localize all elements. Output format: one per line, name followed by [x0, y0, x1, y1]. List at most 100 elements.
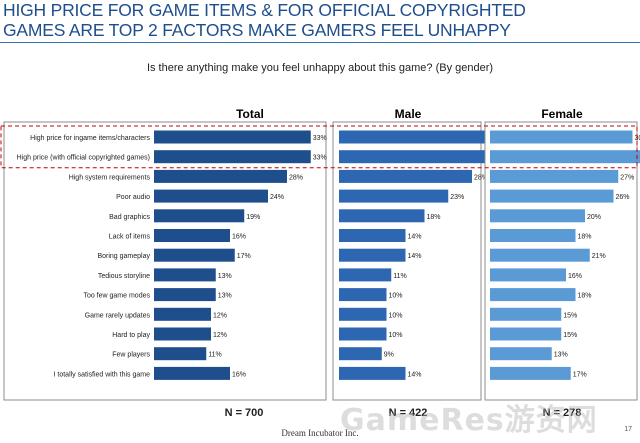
male-bar: [339, 347, 382, 361]
category-label: Hard to play: [112, 332, 150, 339]
female-value-label: 21%: [592, 253, 606, 260]
female-value-label: 17%: [573, 371, 587, 378]
female-value-label: 18%: [578, 234, 592, 241]
male-value-label: 14%: [408, 234, 422, 241]
total-bar: [154, 248, 235, 262]
female-bar: [490, 288, 576, 302]
total-sample-size: N = 700: [225, 407, 264, 419]
male-value-label: 23%: [450, 194, 464, 201]
female-bar: [490, 229, 576, 242]
total-value-label: 33%: [313, 155, 327, 162]
total-bar: [154, 288, 216, 302]
female-panel-title: Female: [541, 107, 583, 121]
female-bar: [490, 209, 585, 223]
male-bar: [339, 130, 510, 144]
category-label: High price for ingame items/characters: [30, 135, 150, 142]
category-label: High system requirements: [69, 174, 151, 181]
male-bar: [339, 189, 449, 203]
total-bar: [154, 209, 245, 223]
category-label: High price (with official copyrighted ga…: [17, 155, 150, 162]
total-value-label: 13%: [218, 273, 232, 280]
total-value-label: 12%: [213, 332, 227, 339]
total-bar: [154, 307, 211, 321]
category-label: Tedious storyline: [98, 273, 150, 280]
male-sample-size: N = 422: [389, 407, 428, 419]
total-bar: [154, 347, 207, 361]
total-bar: [154, 169, 287, 183]
female-value-label: 20%: [587, 214, 601, 221]
total-value-label: 17%: [237, 253, 251, 260]
total-bar: [154, 189, 268, 203]
female-sample-size: N = 278: [543, 407, 582, 419]
category-label: Few players: [112, 352, 150, 359]
survey-question: Is there anything make you feel unhappy …: [146, 62, 494, 74]
male-bar: [339, 150, 491, 164]
female-value-label: 15%: [563, 332, 577, 339]
total-value-label: 11%: [208, 352, 222, 359]
female-value-label: 26%: [616, 194, 630, 201]
total-panel-title: Total: [236, 107, 264, 121]
company-name: Dream Incubator Inc.: [281, 428, 359, 438]
male-value-label: 9%: [384, 352, 394, 359]
category-label: Game rarely updates: [85, 312, 151, 319]
total-bar: [154, 150, 311, 164]
male-bar: [339, 169, 472, 183]
total-value-label: 19%: [246, 214, 260, 221]
total-value-label: 16%: [232, 371, 246, 378]
female-bar: [490, 327, 562, 341]
male-value-label: 11%: [393, 273, 407, 280]
gender-bar-chart: Total 33% High price for ingame items/char…: [0, 107, 640, 419]
slide-title-line-2: GAMES ARE TOP 2 FACTORS MAKE GAMERS FEEL…: [3, 20, 511, 40]
male-value-label: 10%: [389, 332, 403, 339]
total-value-label: 28%: [289, 174, 303, 181]
female-bar: [490, 307, 562, 321]
female-bar: [490, 169, 619, 183]
male-value-label: 10%: [389, 312, 403, 319]
watermark: GameRes游资网: [340, 403, 598, 438]
category-label: I totally satisfied with this game: [54, 371, 151, 378]
female-bar: [490, 347, 552, 361]
male-value-label: 10%: [389, 293, 403, 300]
total-bar: [154, 268, 216, 282]
male-value-label: 14%: [408, 253, 422, 260]
female-bar: [490, 189, 614, 203]
total-bar: [154, 130, 311, 144]
category-label: Bad graphics: [109, 214, 150, 221]
highlight-box: [0, 125, 638, 169]
female-value-label: 15%: [563, 312, 577, 319]
male-bar: [339, 268, 392, 282]
male-value-label: 28%: [474, 174, 488, 181]
title-divider: [0, 42, 640, 43]
male-bar: [339, 327, 387, 341]
total-bar: [154, 229, 230, 242]
total-bar: [154, 366, 230, 380]
male-bar: [339, 229, 406, 242]
category-label: Lack of items: [109, 234, 151, 241]
slide-title-line-1: HIGH PRICE FOR GAME ITEMS & FOR OFFICIAL…: [3, 0, 526, 20]
male-value-label: 18%: [427, 214, 441, 221]
male-value-label: 14%: [408, 371, 422, 378]
male-bar: [339, 248, 406, 262]
total-value-label: 13%: [218, 293, 232, 300]
male-bar: [339, 366, 406, 380]
category-label: Poor audio: [116, 194, 150, 201]
total-value-label: 24%: [270, 194, 284, 201]
female-value-label: 13%: [554, 352, 568, 359]
male-bar: [339, 307, 387, 321]
total-value-label: 33%: [313, 135, 327, 142]
female-value-label: 16%: [568, 273, 582, 280]
slide-title: HIGH PRICE FOR GAME ITEMS & FOR OFFICIAL…: [3, 0, 639, 40]
female-bar: [490, 248, 590, 262]
female-bar: [490, 366, 571, 380]
female-value-label: 27%: [620, 174, 634, 181]
total-value-label: 12%: [213, 312, 227, 319]
total-bar: [154, 327, 211, 341]
female-bar: [490, 150, 640, 164]
male-panel-title: Male: [395, 107, 422, 121]
female-bar: [490, 130, 633, 144]
male-bar: [339, 288, 387, 302]
category-label: Boring gameplay: [97, 253, 150, 260]
total-value-label: 16%: [232, 234, 246, 241]
female-bar: [490, 268, 566, 282]
female-value-label: 18%: [578, 293, 592, 300]
